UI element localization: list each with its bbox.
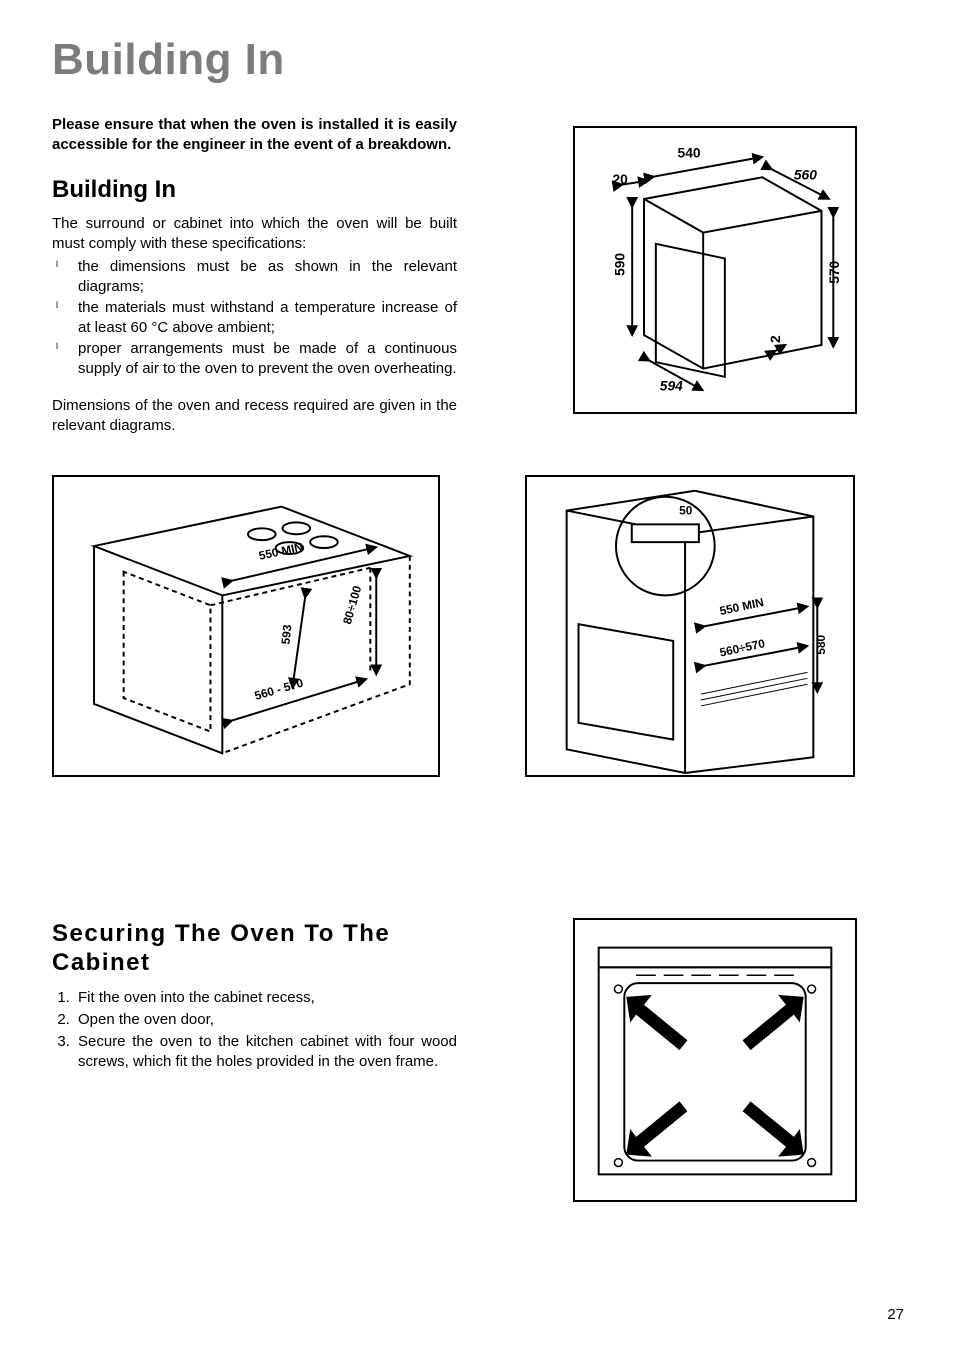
dim-label: 550 MIN bbox=[718, 595, 765, 618]
spec-item: the materials must withstand a temperatu… bbox=[70, 298, 457, 337]
diagram-column-cabinet: 50 550 MIN 560÷570 580 bbox=[525, 475, 855, 777]
page: Building In Please ensure that when the … bbox=[0, 0, 954, 1351]
diagram-svg bbox=[575, 920, 855, 1200]
dim-label: 570 bbox=[827, 260, 842, 283]
dim-label: 50 bbox=[679, 503, 693, 517]
diagram-securing-arrows bbox=[573, 918, 857, 1202]
page-title: Building In bbox=[52, 35, 906, 85]
spec-item: the dimensions must be as shown in the r… bbox=[70, 257, 457, 296]
step-item: Secure the oven to the kitchen cabinet w… bbox=[74, 1032, 457, 1073]
dim-label: 80÷100 bbox=[340, 584, 364, 626]
spec-list: the dimensions must be as shown in the r… bbox=[52, 257, 457, 378]
step-item: Fit the oven into the cabinet recess, bbox=[74, 988, 457, 1008]
left-column: Please ensure that when the oven is inst… bbox=[52, 115, 457, 435]
dim-label: 550 MIN bbox=[258, 540, 305, 563]
diagram-oven-dimensions: 20 540 560 570 590 594 2 bbox=[573, 126, 857, 414]
page-number: 27 bbox=[887, 1306, 904, 1323]
section-securing: Securing The Oven To The Cabinet Fit the… bbox=[52, 920, 457, 1075]
spec-item: proper arrangements must be made of a co… bbox=[70, 339, 457, 378]
diagram-svg: 550 MIN 593 80÷100 560 - 570 bbox=[54, 477, 438, 775]
dim-label: 20 bbox=[612, 172, 628, 187]
dim-label: 2 bbox=[768, 335, 783, 343]
step-item: Open the oven door, bbox=[74, 1010, 457, 1030]
dim-label: 594 bbox=[660, 378, 683, 393]
dim-label: 540 bbox=[678, 146, 701, 161]
dim-label: 590 bbox=[612, 253, 627, 276]
dim-label: 593 bbox=[278, 624, 294, 646]
diagram-under-counter: 550 MIN 593 80÷100 560 - 570 bbox=[52, 475, 440, 777]
intro-paragraph: Please ensure that when the oven is inst… bbox=[52, 115, 457, 154]
diagram-svg: 50 550 MIN 560÷570 580 bbox=[527, 477, 853, 775]
section-building-in-lead: The surround or cabinet into which the o… bbox=[52, 214, 457, 253]
section-securing-heading: Securing The Oven To The Cabinet bbox=[52, 920, 457, 978]
section-building-in-tail: Dimensions of the oven and recess requir… bbox=[52, 396, 457, 435]
dim-label: 580 bbox=[814, 634, 828, 654]
securing-steps: Fit the oven into the cabinet recess, Op… bbox=[52, 988, 457, 1073]
section-building-in-heading: Building In bbox=[52, 176, 457, 204]
dim-label: 560 - 570 bbox=[253, 676, 305, 703]
dim-label: 560 bbox=[794, 167, 817, 182]
diagram-svg: 20 540 560 570 590 594 2 bbox=[575, 128, 855, 412]
